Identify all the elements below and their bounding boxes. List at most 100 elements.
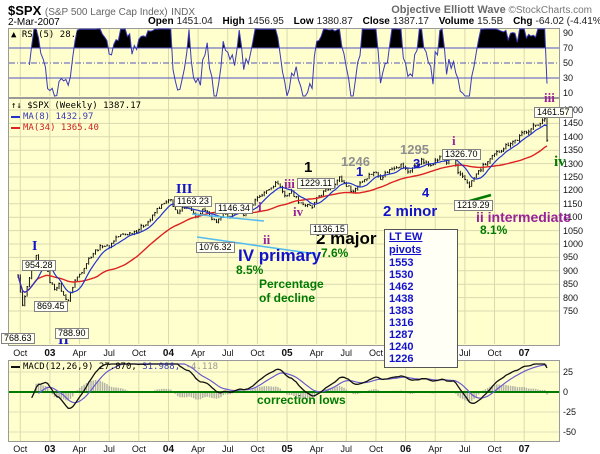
ma8-legend-text: MA(8) 1432.97	[23, 112, 94, 122]
rsi-panel[interactable]	[8, 28, 560, 98]
price-axis-label: 1100	[563, 212, 583, 223]
volume-label: Volume	[438, 16, 475, 27]
x-axis-label: 07	[518, 444, 530, 454]
high-value: 1456.95	[247, 16, 284, 27]
x-axis-label: Apr	[72, 348, 87, 358]
x-axis-label: Oct	[250, 348, 265, 358]
rsi-axis-label: 70	[563, 43, 574, 53]
ew-label: ii	[263, 232, 271, 247]
x-axis-label: Oct	[131, 444, 146, 454]
ew-label: III	[176, 182, 193, 197]
exchange: INDX	[171, 7, 196, 18]
copyright: ©StockCharts.com	[508, 5, 592, 16]
x-axis-label: Oct	[487, 444, 502, 454]
macd-axis-label: -50	[563, 427, 577, 437]
price-axis-label: 1450	[563, 118, 584, 129]
rsi-axis-label: 50	[563, 58, 574, 68]
ew-label: 1	[356, 164, 364, 179]
price-callout: 1146.34	[215, 203, 253, 214]
ew-label: i	[452, 133, 456, 148]
price-callout: 1326.70	[442, 149, 481, 160]
rsi-axis-label: 90	[563, 28, 574, 38]
x-axis-label: 04	[162, 444, 175, 454]
updown-arrows-icon: ↑↓	[11, 101, 22, 111]
x-axis-label: Apr	[309, 348, 324, 358]
x-axis-label: 05	[281, 444, 293, 454]
low-value: 1380.87	[316, 16, 353, 27]
close-value: 1387.17	[392, 16, 429, 27]
ew-label: iv	[293, 204, 304, 219]
chart-date: 2-Mar-2007	[8, 17, 60, 28]
x-axis-label: Jul	[221, 348, 234, 358]
ma34-legend-text: MA(34) 1365.40	[23, 123, 99, 133]
x-axis-label: Jul	[459, 348, 471, 358]
pivot-value: 1462	[389, 281, 414, 293]
indicator-arrow-icon: ▲	[11, 30, 17, 40]
price-axis-label: 1300	[563, 158, 584, 169]
price-axis-label: 1200	[563, 185, 584, 196]
ew-label: iii	[544, 90, 555, 105]
x-axis-label: Apr	[191, 348, 206, 358]
ma8-line-icon	[11, 115, 20, 118]
price-callout: 954.28	[22, 260, 56, 271]
price-axis-label: 1050	[563, 225, 584, 236]
quote-bar: Open 1451.04 High 1456.95 Low 1380.87 Close…	[148, 16, 600, 27]
ma34-line-icon	[11, 126, 20, 129]
high-label: High	[222, 16, 245, 27]
index-name: (S&P 500 Large Cap Index)	[44, 7, 168, 18]
price-axis-label: 750	[563, 306, 579, 316]
macd-legend-value: MACD(12,26,9) 27.870,	[23, 362, 137, 372]
x-axis-label: Apr	[428, 444, 443, 454]
x-axis-label: Oct	[13, 444, 28, 454]
x-axis-label: Jul	[340, 348, 353, 358]
ew-label: IV primary	[238, 246, 322, 265]
pivot-value: 1316	[389, 317, 414, 329]
ew-label: 8.5%	[236, 263, 264, 277]
price-axis-label: 1000	[563, 239, 584, 249]
x-axis-label: 07	[518, 348, 530, 359]
macd-hist-value: -4.118	[185, 362, 219, 372]
ew-label: 7.6%	[321, 246, 349, 260]
x-axis-label: 06	[400, 444, 412, 454]
ew-label: 1295	[400, 142, 429, 157]
open-label: Open	[148, 16, 174, 27]
ew-label: II	[58, 333, 69, 348]
x-axis-label: Oct	[250, 444, 265, 454]
price-axis-label: 800	[563, 292, 579, 303]
ew-label: i	[258, 199, 262, 214]
x-axis-label: 03	[44, 444, 56, 454]
price-axis-label: 1150	[563, 198, 583, 209]
x-axis-label: Jul	[459, 444, 471, 454]
macd-line-icon	[11, 365, 20, 368]
x-axis-label: 05	[281, 348, 293, 359]
macd-legend: MACD(12,26,9) 27.870, 31.988, -4.118	[11, 362, 218, 372]
price-axis-label: 1250	[563, 172, 584, 182]
ew-label: 8.1%	[480, 223, 508, 237]
pivots-title: LT EW pivots	[389, 231, 423, 256]
x-axis-label: Oct	[131, 348, 146, 358]
x-axis-label: 04	[162, 348, 175, 359]
lt-ew-pivots-table: LT EW pivots 1553 1530 1462 1438 1383 1316 1287…	[384, 229, 458, 368]
rsi-axis-label: 10	[563, 88, 574, 98]
x-axis-label: Oct	[487, 348, 502, 358]
pivot-value: 1287	[389, 329, 414, 341]
chart-source: Objective Elliott Wave ©StockCharts.com	[391, 4, 592, 16]
ew-label: 3	[413, 156, 421, 171]
price-callout: 1136.15	[310, 224, 348, 235]
price-axis-label: 1500	[563, 105, 584, 115]
x-axis-label: Oct	[13, 348, 28, 358]
macd-axis-label: 0	[563, 387, 569, 397]
price-callout: 1163.23	[174, 196, 212, 207]
symbol-header: $SPX (S&P 500 Large Cap Index) INDX	[8, 3, 195, 18]
pivot-value: 1553	[389, 257, 414, 269]
price-legend-text: $SPX (Weekly) 1387.17	[27, 101, 142, 111]
price-axis-label: 900	[563, 265, 579, 276]
pivot-value: 1226	[389, 353, 414, 365]
ew-label: 1	[304, 159, 313, 176]
volume-value: 15.5B	[477, 16, 504, 27]
price-legend: ↑↓ $SPX (Weekly) 1387.17 MA(8) 1432.97 M…	[11, 101, 141, 134]
close-label: Close	[362, 16, 390, 27]
ew-label: iv	[554, 154, 566, 170]
ew-label: of decline	[259, 291, 316, 305]
